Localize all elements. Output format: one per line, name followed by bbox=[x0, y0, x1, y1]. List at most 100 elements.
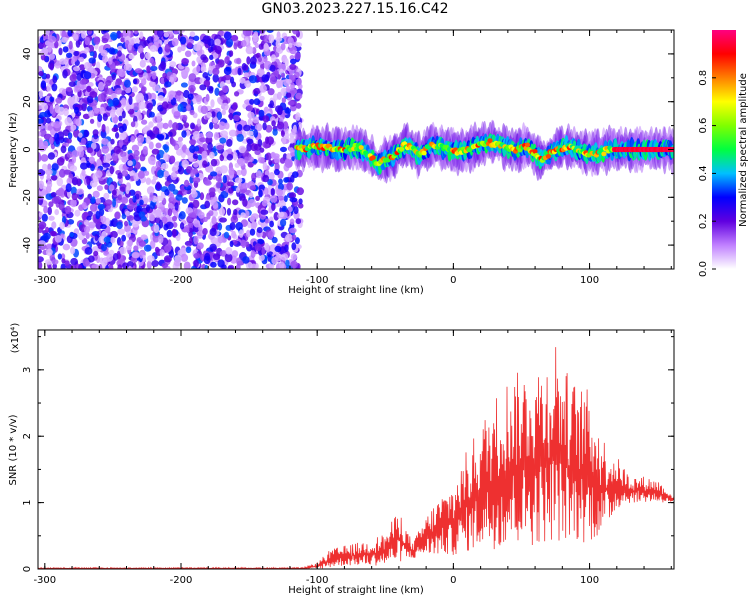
noise-cell bbox=[110, 230, 118, 239]
noise-cell bbox=[185, 246, 192, 254]
noise-cell bbox=[86, 215, 92, 221]
noise-cell bbox=[123, 79, 131, 88]
noise-cell bbox=[188, 73, 197, 83]
noise-cell bbox=[240, 212, 246, 218]
noise-cell bbox=[111, 127, 119, 133]
noise-cell bbox=[120, 196, 129, 204]
noise-cell bbox=[201, 150, 208, 159]
figure-title: GN03.2023.227.15.16.C42 bbox=[261, 1, 449, 17]
noise-cell bbox=[202, 35, 211, 45]
noise-cell bbox=[217, 121, 226, 130]
noise-cell bbox=[197, 230, 204, 239]
noise-cell bbox=[279, 211, 285, 218]
noise-cell bbox=[226, 138, 233, 147]
noise-cell bbox=[38, 261, 43, 269]
noise-cell bbox=[209, 187, 216, 195]
noise-cell bbox=[143, 93, 149, 102]
noise-cell bbox=[156, 133, 165, 140]
noise-cell bbox=[87, 82, 94, 87]
noise-cell bbox=[196, 242, 204, 250]
noise-cell bbox=[157, 95, 164, 101]
noise-cell bbox=[133, 172, 140, 182]
noise-cell bbox=[141, 119, 148, 125]
noise-cell bbox=[61, 36, 68, 43]
noise-cell bbox=[295, 92, 303, 100]
noise-cell bbox=[132, 195, 137, 203]
noise-cell bbox=[181, 197, 188, 204]
noise-cell bbox=[219, 137, 227, 144]
noise-cell bbox=[262, 174, 270, 183]
noise-cell bbox=[68, 81, 76, 87]
noise-cell bbox=[114, 211, 121, 220]
noise-cell bbox=[152, 126, 159, 135]
noise-cell bbox=[121, 90, 126, 96]
noise-cell bbox=[143, 244, 152, 252]
noise-cell bbox=[51, 83, 58, 92]
noise-cell bbox=[97, 114, 103, 122]
noise-cell bbox=[70, 246, 76, 255]
noise-cell bbox=[67, 219, 75, 225]
noise-cell bbox=[173, 259, 182, 267]
noise-cell bbox=[253, 143, 262, 151]
noise-cell bbox=[58, 47, 63, 56]
noise-cell bbox=[149, 202, 156, 210]
noise-cell bbox=[157, 30, 164, 38]
noise-cell bbox=[53, 195, 62, 204]
noise-cell bbox=[174, 202, 179, 211]
noise-cell bbox=[94, 233, 99, 242]
noise-cell bbox=[208, 86, 214, 94]
snr-x-label: Height of straight line (km) bbox=[288, 585, 424, 596]
noise-cell bbox=[69, 165, 78, 172]
noise-cell bbox=[261, 199, 268, 207]
noise-cell bbox=[86, 85, 92, 93]
noise-cell bbox=[70, 124, 77, 131]
noise-cell bbox=[107, 57, 113, 65]
noise-cell bbox=[38, 131, 42, 137]
noise-cell bbox=[258, 189, 263, 198]
noise-cell bbox=[38, 90, 44, 99]
noise-cell bbox=[81, 30, 87, 39]
noise-cell bbox=[221, 109, 226, 116]
noise-cell bbox=[149, 192, 154, 202]
noise-cell bbox=[217, 222, 223, 231]
noise-cell bbox=[104, 199, 113, 206]
noise-cell bbox=[246, 130, 254, 136]
noise-cell bbox=[177, 46, 182, 53]
noise-cell bbox=[90, 142, 97, 150]
noise-cell bbox=[215, 173, 222, 182]
noise-cell bbox=[265, 152, 272, 161]
noise-cell bbox=[235, 264, 241, 269]
noise-cell bbox=[298, 198, 303, 205]
noise-cell bbox=[139, 199, 144, 206]
noise-cell bbox=[87, 30, 93, 35]
noise-cell bbox=[169, 76, 174, 83]
noise-cell bbox=[215, 63, 221, 70]
noise-cell bbox=[38, 118, 44, 124]
noise-cell bbox=[93, 250, 99, 257]
noise-cell bbox=[133, 30, 139, 35]
noise-cell bbox=[116, 107, 123, 117]
noise-cell bbox=[214, 45, 222, 55]
colorbar-label: Normalized spectral amplitude bbox=[738, 73, 749, 227]
noise-cell bbox=[167, 208, 173, 217]
noise-cell bbox=[204, 180, 212, 186]
noise-cell bbox=[204, 264, 209, 269]
noise-cell bbox=[69, 264, 77, 269]
noise-cell bbox=[170, 172, 178, 181]
noise-cell bbox=[73, 129, 80, 138]
noise-cell bbox=[57, 253, 62, 260]
noise-cell bbox=[290, 58, 297, 65]
noise-cell bbox=[158, 234, 164, 244]
noise-cell bbox=[171, 139, 176, 147]
noise-cell bbox=[271, 236, 278, 244]
noise-cell bbox=[87, 255, 95, 263]
noise-cell bbox=[127, 42, 132, 51]
noise-cell bbox=[102, 155, 110, 164]
noise-cell bbox=[227, 181, 235, 187]
noise-cell bbox=[157, 46, 163, 55]
noise-cell bbox=[38, 248, 42, 255]
noise-cell bbox=[154, 209, 162, 218]
noise-cell bbox=[199, 192, 205, 201]
noise-cell bbox=[71, 57, 76, 66]
noise-cell bbox=[89, 203, 98, 212]
